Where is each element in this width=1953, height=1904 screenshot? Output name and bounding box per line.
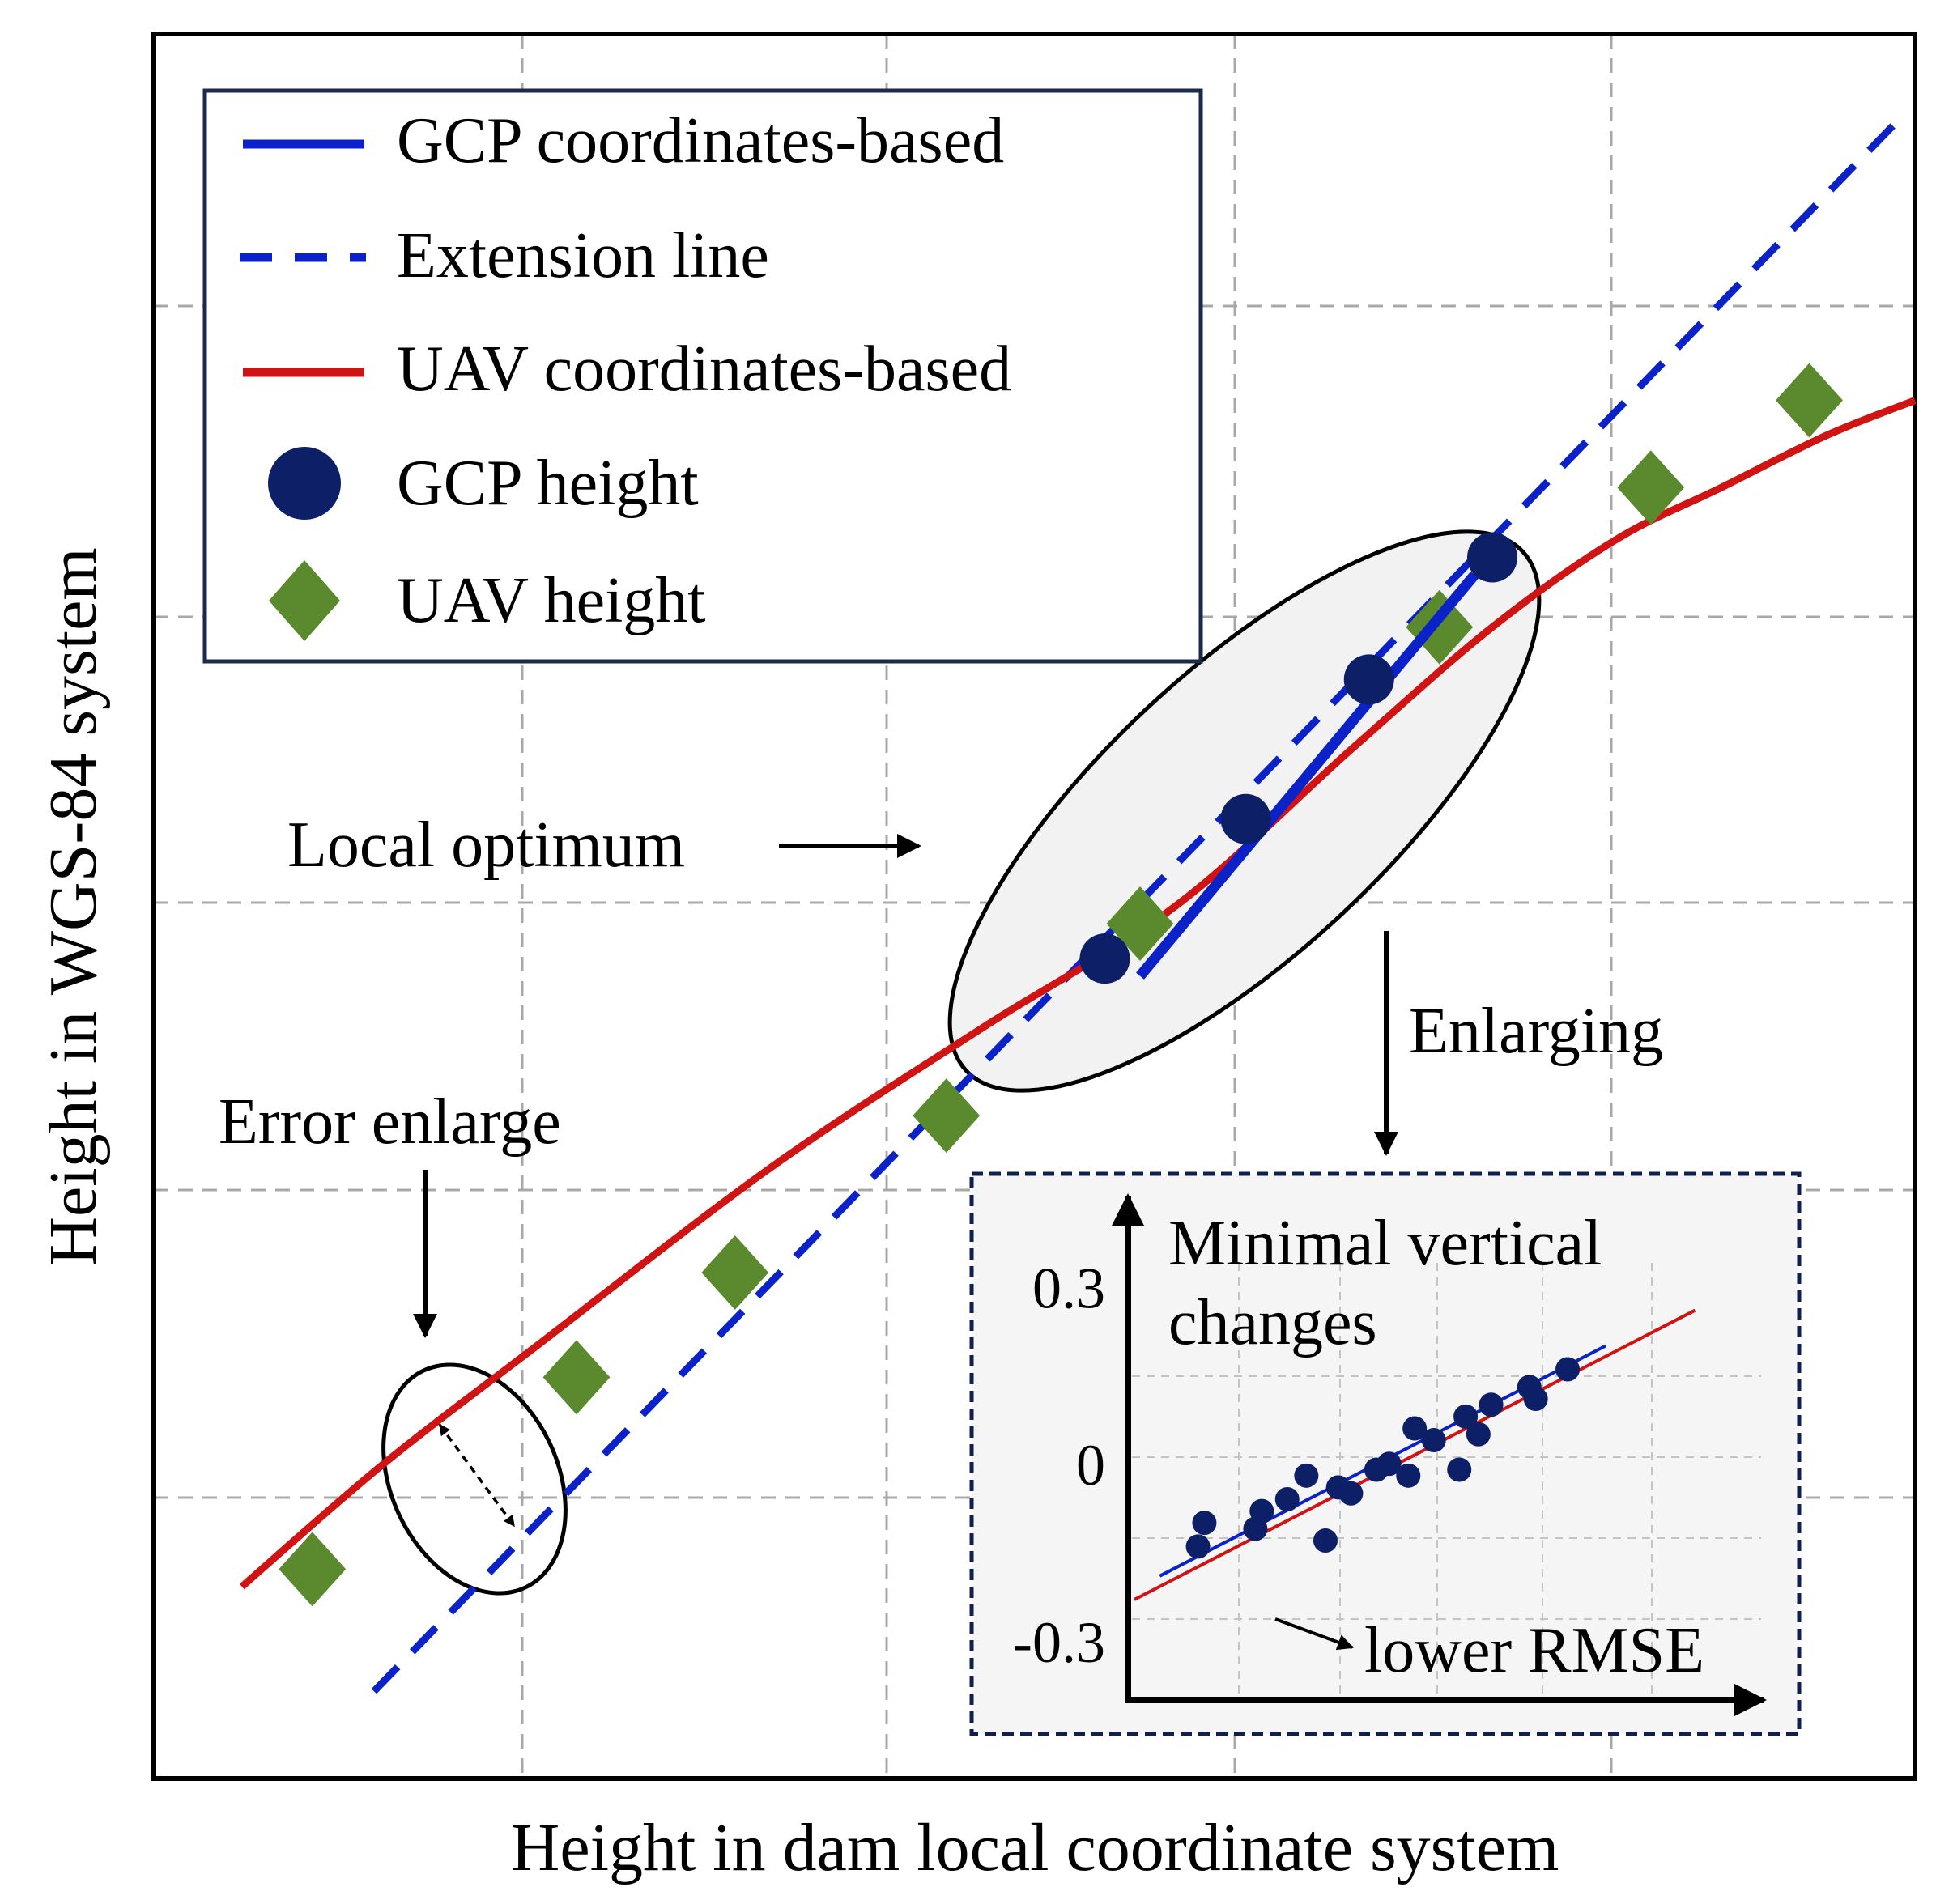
inset-y-tick-label: 0.3 — [1032, 1256, 1105, 1320]
gcp-height-marker — [1343, 654, 1394, 705]
inset-point — [1338, 1481, 1364, 1506]
inset-point — [1523, 1387, 1548, 1411]
uav-height-marker — [1776, 363, 1843, 438]
inset-point — [1294, 1463, 1319, 1488]
gcp-height-marker — [1467, 532, 1517, 583]
inset-point — [1466, 1422, 1491, 1447]
inset-grid — [1132, 1263, 1761, 1696]
inset-point — [1274, 1487, 1300, 1511]
legend-label-extension-line: Extension line — [397, 220, 769, 291]
inset-tick-labels: 0.3 0 -0.3 — [1013, 1256, 1105, 1675]
annotation-local-optimum: Local optimum — [287, 810, 685, 881]
gcp-height-marker — [1220, 793, 1271, 844]
uav-height-marker — [542, 1340, 611, 1415]
legend-label-gcp-height: GCP height — [397, 448, 699, 519]
inset-point — [1192, 1511, 1217, 1536]
legend-label-uav-line: UAV coordinates-based — [397, 334, 1011, 405]
series-layer — [239, 118, 1917, 1694]
inset-point — [1376, 1451, 1402, 1477]
error-enlarge-ellipse — [381, 1362, 568, 1596]
uav-height-marker — [1617, 450, 1685, 525]
plot-frame — [151, 32, 1917, 1781]
inset-point — [1453, 1404, 1479, 1429]
inset-label-line-1: Minimal vertical — [1168, 1208, 1602, 1279]
inset-point — [1402, 1416, 1428, 1441]
inset-y-tick-label: -0.3 — [1013, 1610, 1105, 1675]
uav-height-marker — [1406, 589, 1474, 665]
uav-height-marker — [701, 1235, 769, 1311]
gcp-line — [1136, 571, 1479, 980]
inset-point — [1479, 1392, 1504, 1417]
inset-y-tick-label: 0 — [1076, 1433, 1105, 1498]
inset-point — [1249, 1498, 1274, 1524]
error-gap-arrow — [438, 1423, 516, 1528]
inset-label-lower-rmse: lower RMSE — [1364, 1615, 1704, 1686]
inset-point — [1185, 1534, 1211, 1559]
legend-label-uav-height: UAV height — [397, 565, 706, 636]
legend: GCP coordinates-based Extension line UAV… — [202, 88, 1203, 664]
uav-height-marker — [279, 1532, 347, 1607]
legend-label-gcp-line: GCP coordinates-based — [397, 105, 1004, 176]
y-axis-label: Height in WGS-84 system — [36, 547, 111, 1265]
legend-box — [202, 88, 1203, 664]
inset-fit-uav — [1133, 1308, 1696, 1601]
inset-label-line-2: changes — [1168, 1287, 1377, 1358]
annotation-enlarging: Enlarging — [1409, 996, 1663, 1067]
legend-swatch-gcp-height — [268, 447, 341, 520]
annotation-error-enlarge: Error enlarge — [219, 1086, 561, 1158]
legend-swatch-uav-height — [269, 560, 340, 641]
x-axis-label: Height in dam local coordinate system — [511, 1810, 1559, 1885]
inset-point — [1396, 1463, 1421, 1488]
inset-point — [1555, 1357, 1581, 1382]
uav-height-marker — [913, 1078, 981, 1154]
uav-curve — [239, 397, 1917, 1590]
inset-point — [1313, 1528, 1338, 1553]
inset-panel: 0.3 0 -0.3 Minimal vertical changes lower … — [969, 1171, 1802, 1736]
gcp-height-marker — [1079, 933, 1130, 984]
arrow-lower-rmse — [1274, 1617, 1354, 1651]
inset-point — [1447, 1457, 1472, 1482]
inset-points — [1185, 1357, 1581, 1559]
inset-point — [1421, 1428, 1446, 1453]
extension-line — [371, 118, 1900, 1694]
